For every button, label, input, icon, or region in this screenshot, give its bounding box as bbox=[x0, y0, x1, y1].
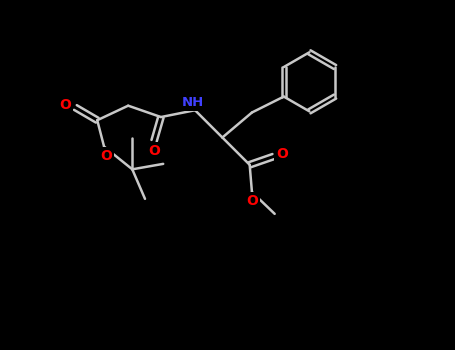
Text: O: O bbox=[246, 194, 258, 208]
Text: NH: NH bbox=[182, 96, 204, 108]
Text: O: O bbox=[148, 144, 160, 158]
Text: O: O bbox=[60, 98, 71, 112]
Text: O: O bbox=[101, 149, 112, 163]
Text: O: O bbox=[277, 147, 288, 161]
